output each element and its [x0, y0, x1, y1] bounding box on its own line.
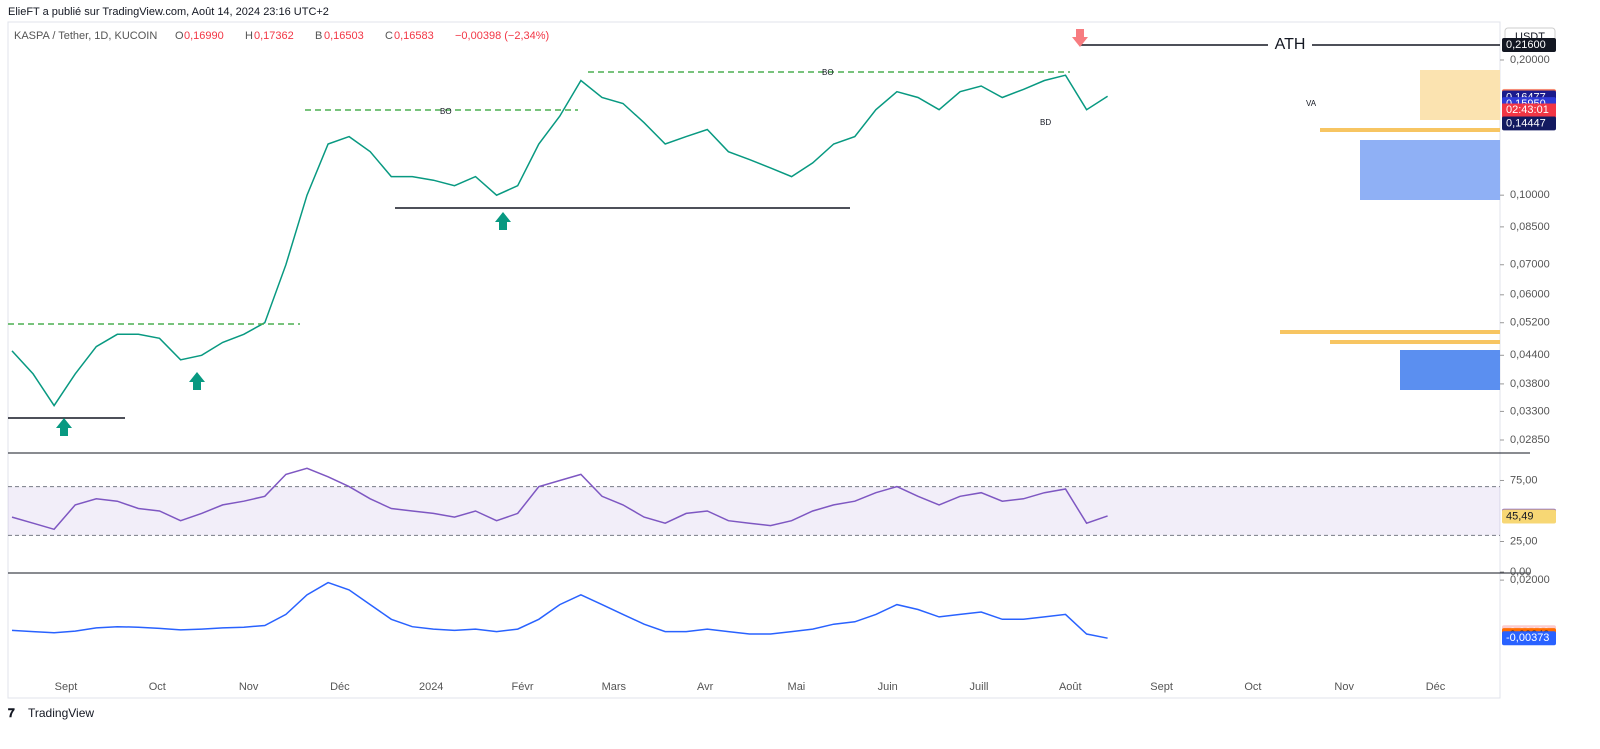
x-tick-label: Avr: [697, 681, 714, 693]
price-tag-label: 45,49: [1506, 510, 1534, 522]
x-tick-label: Févr: [512, 681, 534, 693]
y-tick-label: 0,02850: [1510, 434, 1550, 446]
price-tag-label: 0,21600: [1506, 39, 1546, 51]
logo: TradingView: [28, 706, 94, 720]
vp-bar: [1320, 128, 1500, 132]
x-tick-label: Oct: [1244, 681, 1261, 693]
series-line: [11, 74, 1109, 407]
x-tick-label: 2024: [419, 681, 443, 693]
annotation: VA: [1306, 99, 1317, 108]
vp-bar: [1360, 140, 1500, 200]
x-tick-label: Mars: [602, 681, 627, 693]
ath-bg: [1268, 35, 1312, 54]
series-line: [11, 581, 1108, 639]
volume-profile: [1280, 70, 1500, 390]
annotation: BD: [1040, 118, 1051, 127]
x-tick-label: Juill: [970, 681, 989, 693]
rsi-band: [8, 486, 1500, 536]
price-tag: [1502, 116, 1556, 131]
vp-bar: [1280, 330, 1500, 334]
arrow-down: [1072, 29, 1088, 47]
x-tick-label: Déc: [1426, 681, 1446, 693]
y-tick-label: 0,03800: [1510, 378, 1550, 390]
ohlc-key: H: [245, 30, 253, 42]
vp-bar: [1330, 340, 1500, 344]
arrow-up: [56, 418, 72, 436]
price-tag: [1502, 509, 1556, 524]
x-tick-label: Sept: [1150, 681, 1173, 693]
x-tick-label: Nov: [239, 681, 259, 693]
vp-bar: [1400, 350, 1500, 390]
ohlc-key: C: [385, 30, 393, 42]
x-tick-label: Juin: [878, 681, 898, 693]
y-tick-label: 0,02000: [1510, 574, 1550, 586]
change: −0,00398 (−2,34%): [455, 30, 549, 42]
publisher: ElieFT a publié sur TradingView.com, Aoû…: [8, 6, 329, 18]
y-tick-label: 0,10000: [1510, 189, 1550, 201]
y-tick-label: 0,20000: [1510, 54, 1550, 66]
countdown: 02:43:01: [1506, 104, 1549, 116]
x-tick-label: Oct: [149, 681, 166, 693]
logo-mark: 𝟕: [8, 706, 15, 720]
x-tick-label: Sept: [55, 681, 78, 693]
arrow-up: [189, 372, 205, 390]
symbol-title: KASPA / Tether, 1D, KUCOIN: [14, 30, 157, 42]
price-tag: [1502, 37, 1556, 52]
y-tick-label: 75,00: [1510, 474, 1538, 486]
price-tag-label: -0,00373: [1506, 632, 1549, 644]
countdown-tag: [1502, 103, 1556, 117]
vp-bar: [1420, 70, 1500, 120]
series-line: [11, 467, 1108, 531]
y-tick-label: 0,05200: [1510, 317, 1550, 329]
y-tick-label: 0,00: [1510, 566, 1531, 578]
y-tick-label: 0,04400: [1510, 349, 1550, 361]
x-tick-label: Déc: [330, 681, 350, 693]
ohlc-value: 0,16503: [324, 30, 364, 42]
ohlc-value: 0,16990: [184, 30, 224, 42]
annotation: ATH: [1275, 36, 1306, 53]
x-tick-label: Nov: [1334, 681, 1354, 693]
ohlc-key: B: [315, 30, 322, 42]
frame: [7, 21, 1501, 699]
y-tick-label: 0,03300: [1510, 405, 1550, 417]
price-tag: [1502, 631, 1556, 646]
y-tick-label: 0,07000: [1510, 259, 1550, 271]
y-tick-label: 0,06000: [1510, 289, 1550, 301]
annotation: BO: [440, 107, 452, 116]
arrow-up: [495, 212, 511, 230]
y-tick-label: 0,08500: [1510, 221, 1550, 233]
price-tag-label: 0,14447: [1506, 117, 1546, 129]
y-tick-label: 25,00: [1510, 535, 1538, 547]
ohlc-key: O: [175, 30, 184, 42]
annotation: BO: [822, 68, 834, 77]
x-tick-label: Août: [1059, 681, 1082, 693]
x-tick-label: Mai: [788, 681, 806, 693]
ohlc-value: 0,17362: [254, 30, 294, 42]
ohlc-value: 0,16583: [394, 30, 434, 42]
